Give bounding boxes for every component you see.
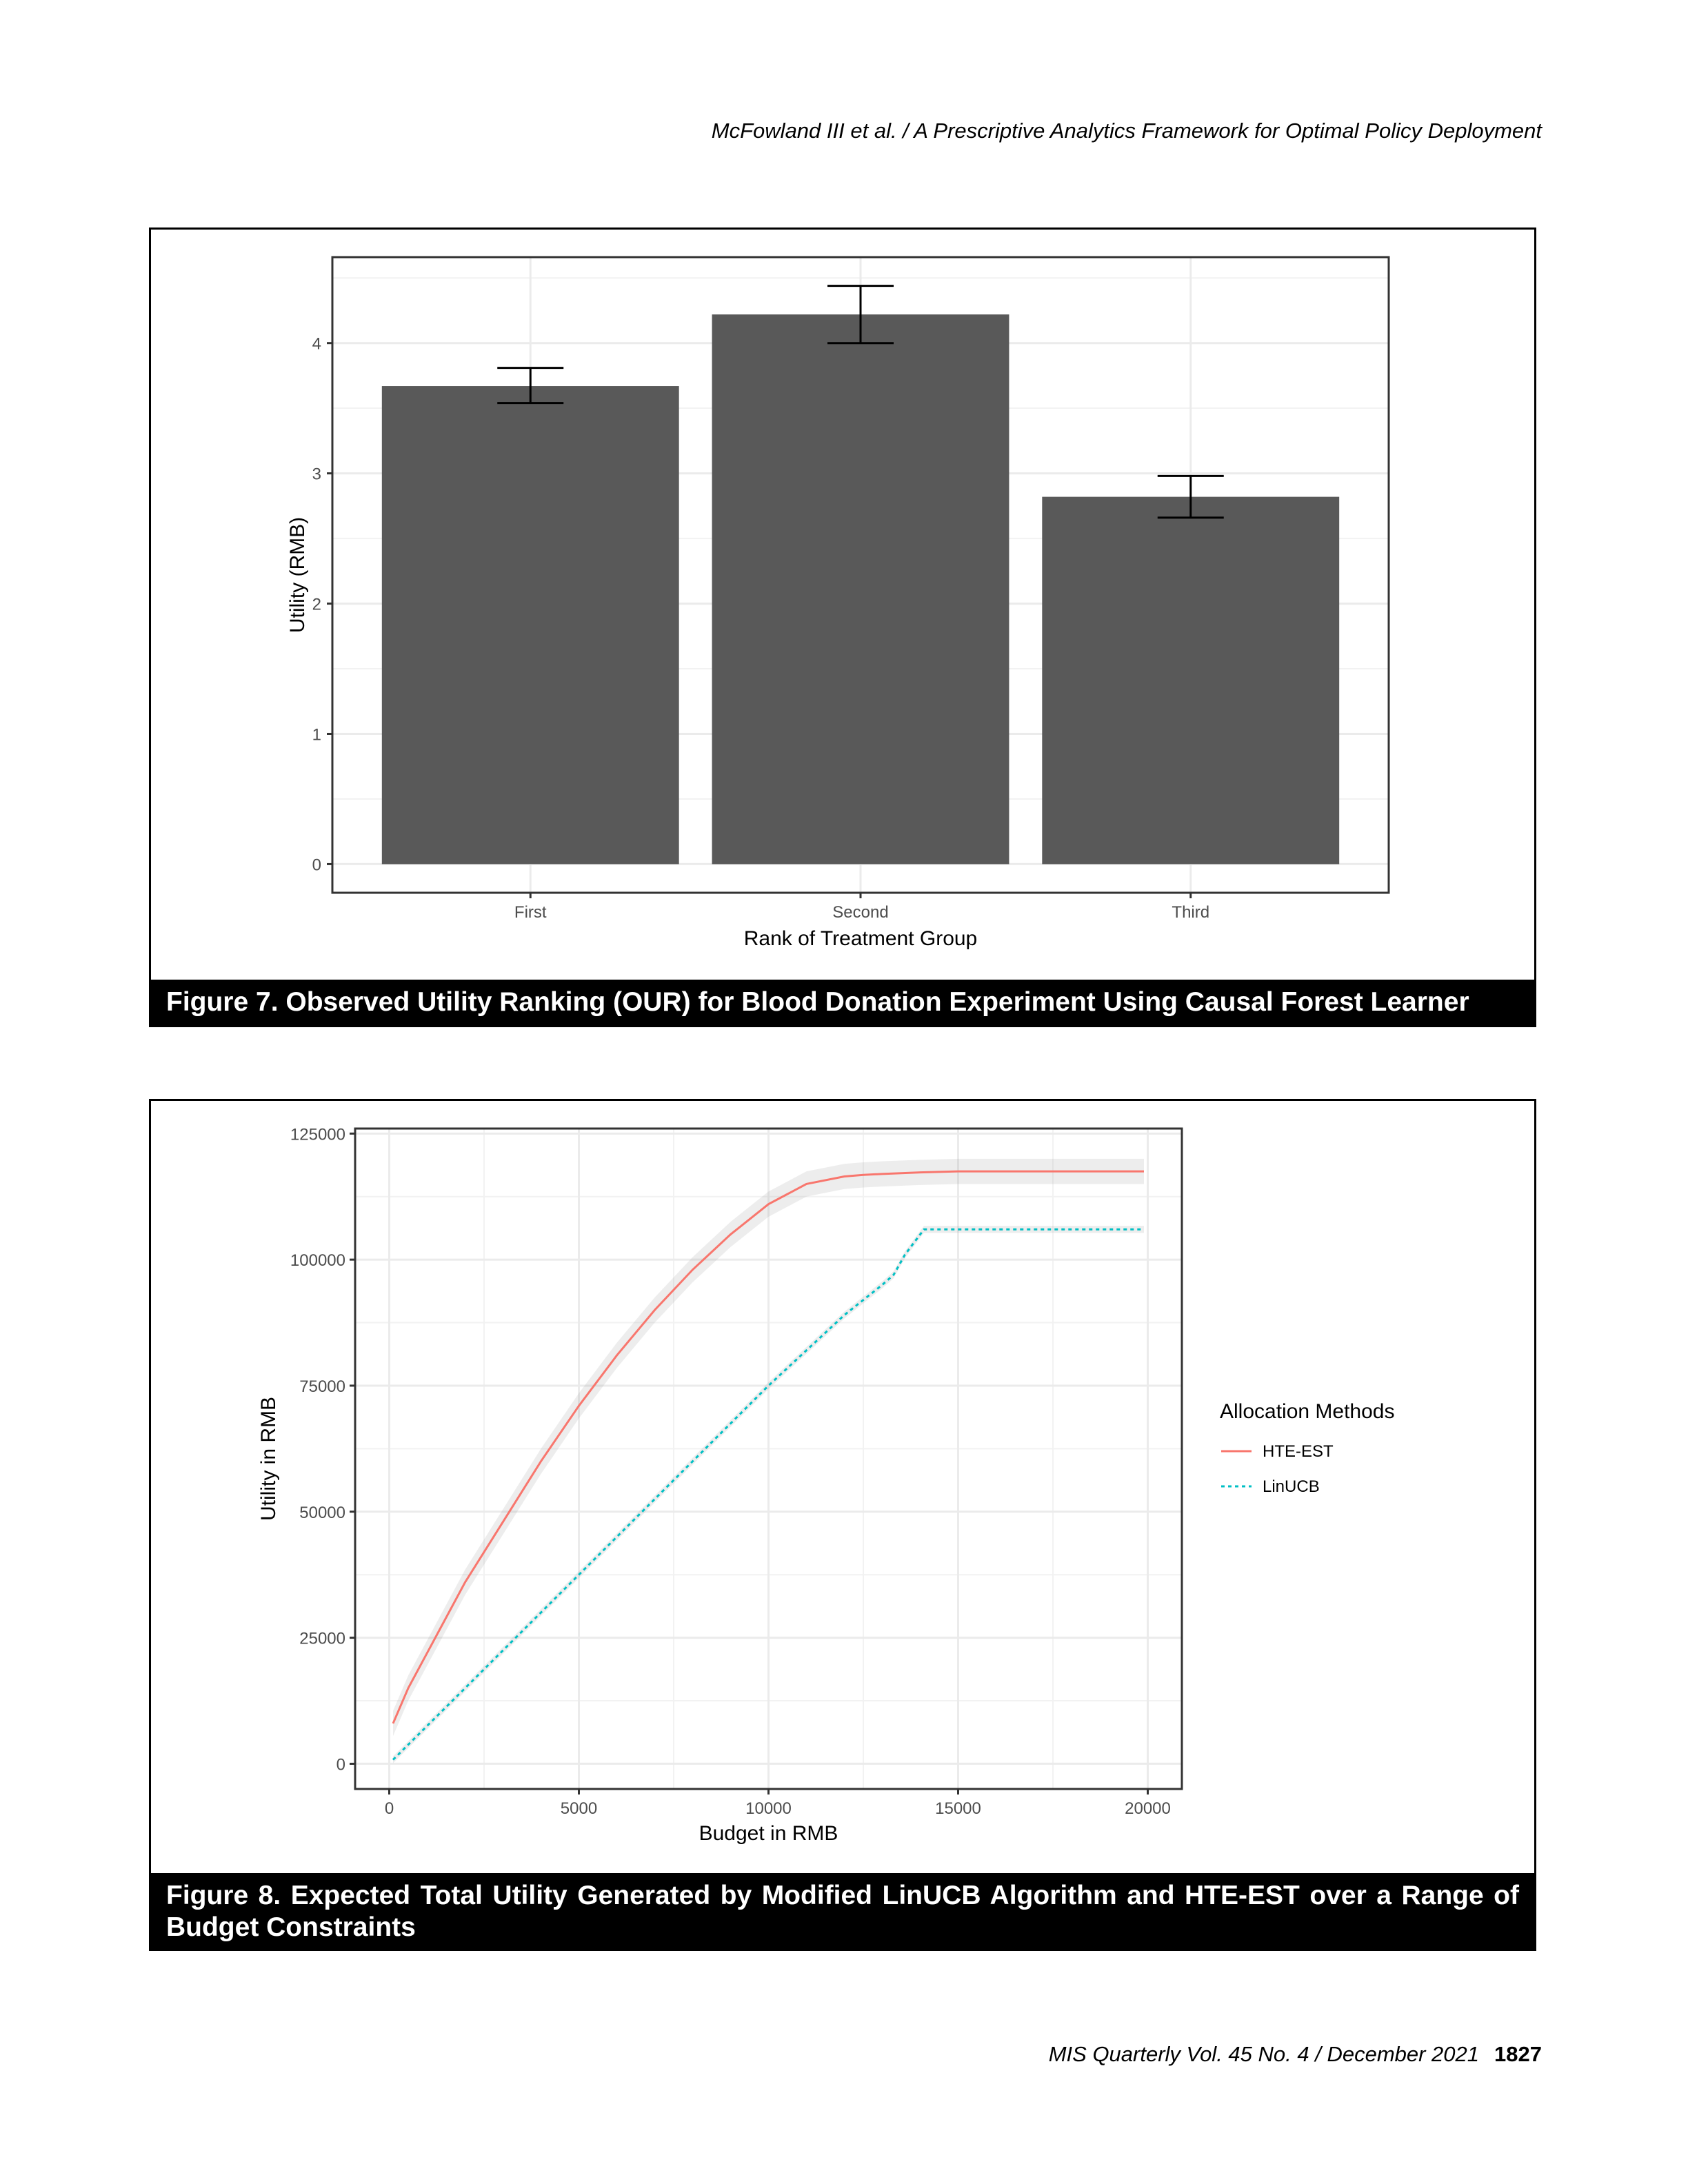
x-tick-label: 10000 xyxy=(745,1799,792,1818)
error-bar-first xyxy=(497,367,564,405)
bar-first xyxy=(381,386,679,865)
running-head: McFowland III et al. / A Prescriptive An… xyxy=(711,119,1542,143)
y-tick-label: 0 xyxy=(336,1755,345,1774)
y-tick-label: 1 xyxy=(312,726,321,745)
figure-7-caption: Figure 7. Observed Utility Ranking (OUR)… xyxy=(151,980,1534,1025)
error-bar-third xyxy=(1157,474,1224,519)
y-tick-label: 50000 xyxy=(299,1504,345,1522)
legend-title: Allocation Methods xyxy=(1220,1400,1394,1423)
page-number: 1827 xyxy=(1494,2042,1542,2066)
legend-label-hte-est: HTE-EST xyxy=(1263,1442,1334,1461)
y-tick-label: 4 xyxy=(312,335,321,354)
x-tick-label: Second xyxy=(832,903,888,922)
bar-chart: 0 1 2 3 4 First Second Third Rank of Treatment G… xyxy=(286,256,1390,950)
legend-label-linucb: LinUCB xyxy=(1263,1477,1320,1496)
y-tick-label: 125000 xyxy=(290,1125,345,1144)
y-tick-label: 75000 xyxy=(299,1377,345,1396)
series-line-hte-est xyxy=(392,1170,1144,1724)
error-bar-second xyxy=(827,285,894,345)
bar-third xyxy=(1042,496,1340,865)
y-tick-label: 3 xyxy=(312,465,321,484)
y-tick-label: 0 xyxy=(312,856,321,874)
journal-info: MIS Quarterly Vol. 45 No. 4 / December 2… xyxy=(1048,2042,1480,2066)
x-tick-label: First xyxy=(514,903,547,922)
y-tick-label: 25000 xyxy=(299,1630,345,1648)
x-tick-label: 20000 xyxy=(1125,1799,1171,1818)
bar-second xyxy=(712,314,1009,865)
y-tick-label: 100000 xyxy=(290,1251,345,1270)
y-axis-title: Utility (RMB) xyxy=(286,517,309,633)
x-tick-label: 5000 xyxy=(561,1799,597,1818)
x-tick-label: Third xyxy=(1172,903,1209,922)
y-tick-label: 2 xyxy=(312,596,321,614)
line-chart: 0 25000 50000 75000 100000 125000 0 5000 10000 15… xyxy=(257,1125,1394,1845)
legend: Allocation Methods HTE-EST LinUCB xyxy=(1220,1400,1394,1496)
x-axis-title: Rank of Treatment Group xyxy=(744,927,978,950)
x-tick-label: 0 xyxy=(385,1799,394,1818)
series-line-linucb xyxy=(392,1228,1144,1761)
figure-8-caption: Figure 8. Expected Total Utility Generat… xyxy=(151,1873,1534,1949)
y-axis-title: Utility in RMB xyxy=(257,1397,280,1521)
figure-8: 0 25000 50000 75000 100000 125000 0 5000 10000 15… xyxy=(149,1099,1536,1951)
x-tick-label: 15000 xyxy=(935,1799,981,1818)
figure-7: 0 1 2 3 4 First Second Third Rank of Treatment G… xyxy=(149,228,1536,1027)
confidence-band-hte-est xyxy=(393,1158,1144,1737)
x-axis-title: Budget in RMB xyxy=(699,1822,838,1845)
page-footer: MIS Quarterly Vol. 45 No. 4 / December 2… xyxy=(1049,2042,1542,2067)
